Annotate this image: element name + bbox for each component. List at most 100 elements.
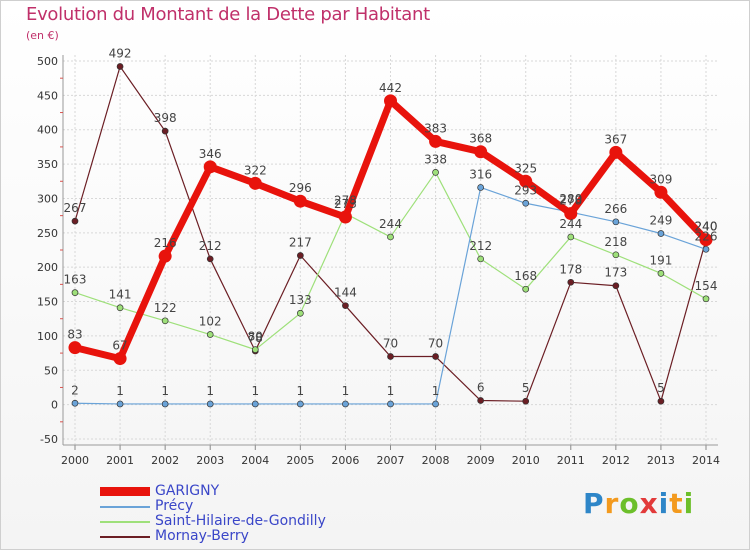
data-label-mornay-berry: 5	[657, 381, 665, 395]
data-label-pr-cy: 1	[251, 384, 259, 398]
data-label-pr-cy: 1	[432, 384, 440, 398]
data-point-pr-cy	[387, 400, 394, 408]
data-label-pr-cy: 1	[161, 384, 169, 398]
data-point-mornay-berry	[387, 353, 394, 360]
data-label-garigny: 83	[67, 328, 82, 342]
data-label-pr-cy: 2	[71, 383, 79, 397]
data-label-saint-hilaire-de-gondilly: 141	[109, 288, 132, 302]
data-point-garigny	[158, 249, 172, 263]
unit-label: (en €)	[26, 29, 59, 42]
legend-label-mornay-berry: Mornay-Berry	[155, 528, 249, 544]
y-tick-label: 300	[37, 192, 58, 205]
data-point-pr-cy	[702, 245, 710, 253]
x-tick-label: 2010	[512, 454, 540, 467]
data-label-saint-hilaire-de-gondilly: 154	[695, 279, 718, 293]
data-point-pr-cy	[432, 400, 439, 408]
data-point-garigny	[474, 145, 488, 159]
data-label-pr-cy: 293	[514, 183, 537, 197]
x-tick-label: 2012	[602, 454, 630, 467]
data-label-mornay-berry: 144	[334, 286, 357, 300]
data-label-mornay-berry: 240	[695, 220, 718, 234]
data-label-saint-hilaire-de-gondilly: 218	[604, 235, 627, 249]
data-point-mornay-berry	[297, 252, 304, 259]
data-point-saint-hilaire-de-gondilly	[477, 255, 484, 263]
data-point-garigny	[293, 194, 307, 208]
x-tick-label: 2002	[151, 454, 179, 467]
legend-label-garigny: GARIGNY	[155, 483, 220, 499]
data-point-garigny	[609, 145, 623, 159]
data-point-saint-hilaire-de-gondilly	[71, 289, 79, 296]
data-point-pr-cy	[116, 400, 124, 408]
data-label-mornay-berry: 492	[109, 46, 132, 60]
data-label-garigny: 309	[649, 172, 672, 186]
logo-letter: i	[683, 487, 695, 520]
data-label-garigny: 273	[334, 197, 357, 211]
data-point-mornay-berry	[612, 282, 620, 290]
y-tick-label: 500	[37, 55, 58, 68]
data-point-garigny	[68, 341, 82, 355]
data-label-mornay-berry: 70	[383, 337, 398, 351]
x-tick-label: 2009	[467, 454, 495, 467]
data-label-pr-cy: 266	[604, 202, 627, 216]
data-label-mornay-berry: 5	[522, 381, 530, 395]
data-label-pr-cy: 280	[559, 192, 582, 206]
data-point-saint-hilaire-de-gondilly	[161, 317, 169, 325]
data-label-mornay-berry: 267	[64, 201, 87, 215]
data-label-saint-hilaire-de-gondilly: 244	[559, 217, 582, 231]
logo-letter: t	[669, 487, 684, 520]
data-point-garigny	[564, 207, 578, 221]
data-label-garigny: 322	[244, 163, 267, 177]
data-label-saint-hilaire-de-gondilly: 191	[649, 253, 672, 267]
chart-title: Evolution du Montant de la Dette par Hab…	[26, 4, 430, 25]
x-tick-label: 2000	[61, 454, 89, 467]
legend-label-precy: Précy	[155, 498, 194, 514]
data-label-garigny: 346	[199, 147, 222, 161]
data-label-pr-cy: 226	[695, 229, 718, 243]
x-tick-label: 2001	[106, 454, 134, 467]
y-tick-label: 100	[37, 330, 58, 343]
data-point-pr-cy	[206, 400, 214, 408]
data-label-pr-cy: 1	[387, 384, 395, 398]
data-point-saint-hilaire-de-gondilly	[206, 331, 214, 338]
data-label-mornay-berry: 6	[477, 381, 485, 395]
data-point-garigny	[429, 134, 443, 148]
data-point-pr-cy	[477, 184, 484, 191]
data-point-mornay-berry	[432, 353, 439, 360]
data-label-saint-hilaire-de-gondilly: 102	[199, 315, 222, 329]
legend-swatch-saint-hilaire	[100, 521, 150, 523]
data-label-saint-hilaire-de-gondilly: 212	[469, 239, 492, 253]
data-point-garigny	[384, 94, 397, 108]
data-point-mornay-berry	[71, 217, 79, 225]
data-label-mornay-berry: 217	[289, 235, 312, 249]
data-point-mornay-berry	[477, 397, 484, 404]
data-point-pr-cy	[342, 400, 349, 408]
data-label-garigny: 216	[154, 236, 177, 250]
data-point-saint-hilaire-de-gondilly	[702, 295, 710, 303]
legend-label-saint-hilaire: Saint-Hilaire-de-Gondilly	[155, 513, 326, 529]
data-label-mornay-berry: 212	[199, 239, 222, 253]
data-label-pr-cy: 1	[297, 384, 305, 398]
data-point-mornay-berry	[342, 302, 349, 310]
data-point-pr-cy	[612, 218, 620, 226]
x-tick-label: 2011	[557, 454, 585, 467]
x-tick-label: 2004	[241, 454, 269, 467]
data-point-saint-hilaire-de-gondilly	[657, 270, 665, 277]
data-point-pr-cy	[251, 400, 259, 408]
data-point-pr-cy	[71, 399, 79, 407]
data-label-mornay-berry: 178	[559, 262, 582, 276]
data-label-saint-hilaire-de-gondilly: 163	[64, 273, 87, 287]
y-tick-label: -50	[40, 433, 58, 446]
data-label-mornay-berry: 173	[604, 266, 627, 280]
data-point-saint-hilaire-de-gondilly	[612, 251, 620, 259]
data-label-garigny: 67	[112, 339, 127, 353]
data-label-mornay-berry: 398	[154, 111, 177, 125]
data-label-saint-hilaire-de-gondilly: 168	[514, 269, 537, 283]
data-point-mornay-berry	[206, 255, 214, 263]
data-point-garigny	[654, 185, 668, 199]
data-point-mornay-berry	[116, 63, 124, 70]
data-label-garigny: 442	[379, 81, 402, 95]
data-label-garigny: 240	[695, 220, 718, 234]
data-point-mornay-berry	[522, 397, 530, 405]
